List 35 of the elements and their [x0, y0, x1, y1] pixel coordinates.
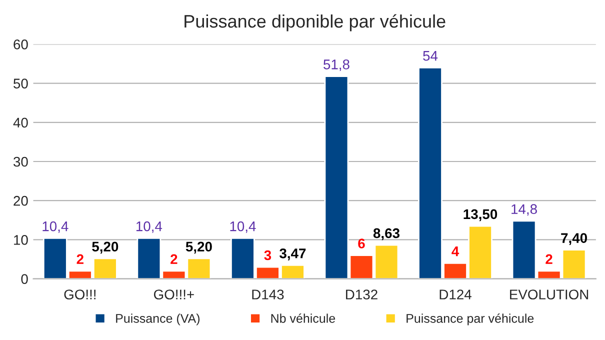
legend-label: Nb véhicule [271, 314, 336, 323]
data-label: 14,8 [512, 204, 537, 216]
x-tick-label: D143 [252, 290, 284, 300]
data-label: 2 [546, 254, 552, 264]
data-label: 2 [170, 254, 178, 264]
data-label: 13,50 [464, 209, 498, 222]
x-tick-label: EVOLUTION [510, 290, 588, 300]
data-label: 2 [76, 254, 84, 264]
y-tick-label: 30 [13, 156, 28, 167]
data-label: 5,20 [186, 242, 212, 254]
data-label: 4 [452, 246, 460, 256]
data-label: 3,47 [280, 248, 306, 260]
data-label: 3 [264, 250, 272, 260]
y-tick-label: 50 [14, 78, 28, 88]
y-tick-label: 60 [14, 40, 28, 50]
legend-label: Puissance par véhicule [406, 314, 534, 326]
data-label: 51,8 [324, 60, 350, 71]
data-label: 10,4 [42, 221, 68, 233]
x-tick-label: GO!!!+ [154, 290, 194, 300]
y-tick-label: 40 [13, 118, 28, 128]
data-label: 6 [358, 238, 365, 248]
y-tick-label: 10 [14, 235, 28, 245]
data-label: 54 [423, 51, 438, 61]
data-label: 8,63 [373, 228, 400, 240]
legend-label: Puissance (VA) [116, 314, 200, 326]
x-tick-label: D124 [440, 290, 472, 300]
y-tick-label: 0 [21, 274, 28, 284]
chart-title: Puissance diponible par véhicule [184, 14, 446, 32]
data-label: 10,4 [136, 221, 162, 233]
data-label: 7,40 [561, 233, 587, 245]
y-tick-label: 20 [14, 196, 28, 206]
data-label: 5,20 [92, 242, 118, 254]
data-label: 10,4 [230, 221, 256, 233]
x-tick-label: D132 [346, 290, 378, 300]
x-tick-label: GO!!! [64, 290, 96, 300]
